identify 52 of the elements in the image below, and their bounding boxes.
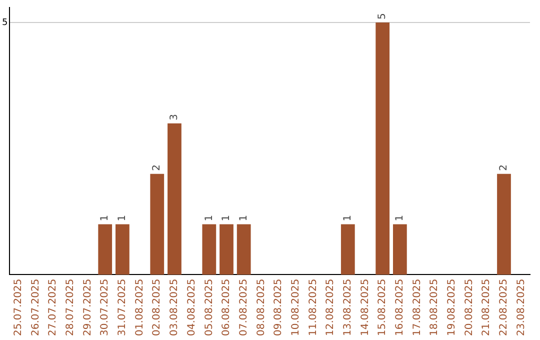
bar	[340, 224, 355, 275]
x-tick-label: 16.08.2025	[394, 278, 406, 336]
x-tick-label: 02.08.2025	[152, 278, 163, 336]
bar	[202, 224, 216, 275]
bar	[98, 224, 112, 275]
bar	[220, 224, 234, 275]
x-tick-label: 21.08.2025	[481, 278, 492, 336]
data-label: 5	[377, 13, 388, 20]
x-tick-label: 23.08.2025	[516, 278, 527, 336]
data-label: 1	[342, 214, 354, 222]
x-tick-label: 30.07.2025	[100, 278, 111, 336]
bar	[236, 224, 251, 275]
x-tick-label: 05.08.2025	[204, 278, 215, 336]
x-tick-label: 07.08.2025	[238, 278, 250, 336]
bar	[168, 123, 182, 275]
x-tick-label: 13.08.2025	[342, 278, 354, 336]
data-label: 1	[238, 214, 250, 222]
x-tick-label: 19.08.2025	[446, 278, 458, 336]
data-label: 1	[100, 214, 111, 222]
data-label: 1	[221, 214, 232, 222]
data-label: 1	[394, 214, 406, 222]
bar	[376, 22, 390, 275]
bar	[150, 174, 164, 275]
bar	[497, 174, 511, 275]
x-tick-label: 20.08.2025	[464, 278, 475, 336]
x-tick-label: 12.08.2025	[325, 278, 336, 336]
x-tick-label: 11.08.2025	[308, 278, 319, 336]
x-tick-label: 29.07.2025	[82, 278, 94, 336]
x-tick-label: 31.07.2025	[117, 278, 128, 336]
x-tick-label: 10.08.2025	[290, 278, 302, 336]
data-label: 3	[169, 114, 180, 120]
bar	[116, 224, 130, 275]
x-tick-label: 17.08.2025	[412, 278, 423, 336]
x-tick-label: 08.08.2025	[256, 278, 267, 336]
data-label: 2	[498, 164, 510, 171]
x-tick-label: 01.08.2025	[134, 278, 146, 336]
x-tick-label: 28.07.2025	[65, 278, 76, 336]
x-tick-label: 09.08.2025	[273, 278, 284, 336]
x-tick-label: 14.08.2025	[360, 278, 371, 336]
x-tick-label: 03.08.2025	[169, 278, 180, 336]
x-tick-label: 18.08.2025	[429, 278, 440, 336]
x-tick-label: 27.07.2025	[48, 278, 59, 336]
data-label: 1	[204, 214, 215, 222]
data-label: 2	[152, 164, 163, 171]
x-tick-label: 26.07.2025	[30, 278, 42, 336]
x-tick-label: 04.08.2025	[186, 278, 198, 336]
x-tick-label: 06.08.2025	[221, 278, 232, 336]
x-tick-label: 25.07.2025	[12, 278, 24, 336]
x-tick-label: 15.08.2025	[377, 278, 388, 336]
bar	[392, 224, 407, 275]
data-label: 1	[117, 214, 128, 222]
x-tick-label: 22.08.2025	[498, 278, 510, 336]
